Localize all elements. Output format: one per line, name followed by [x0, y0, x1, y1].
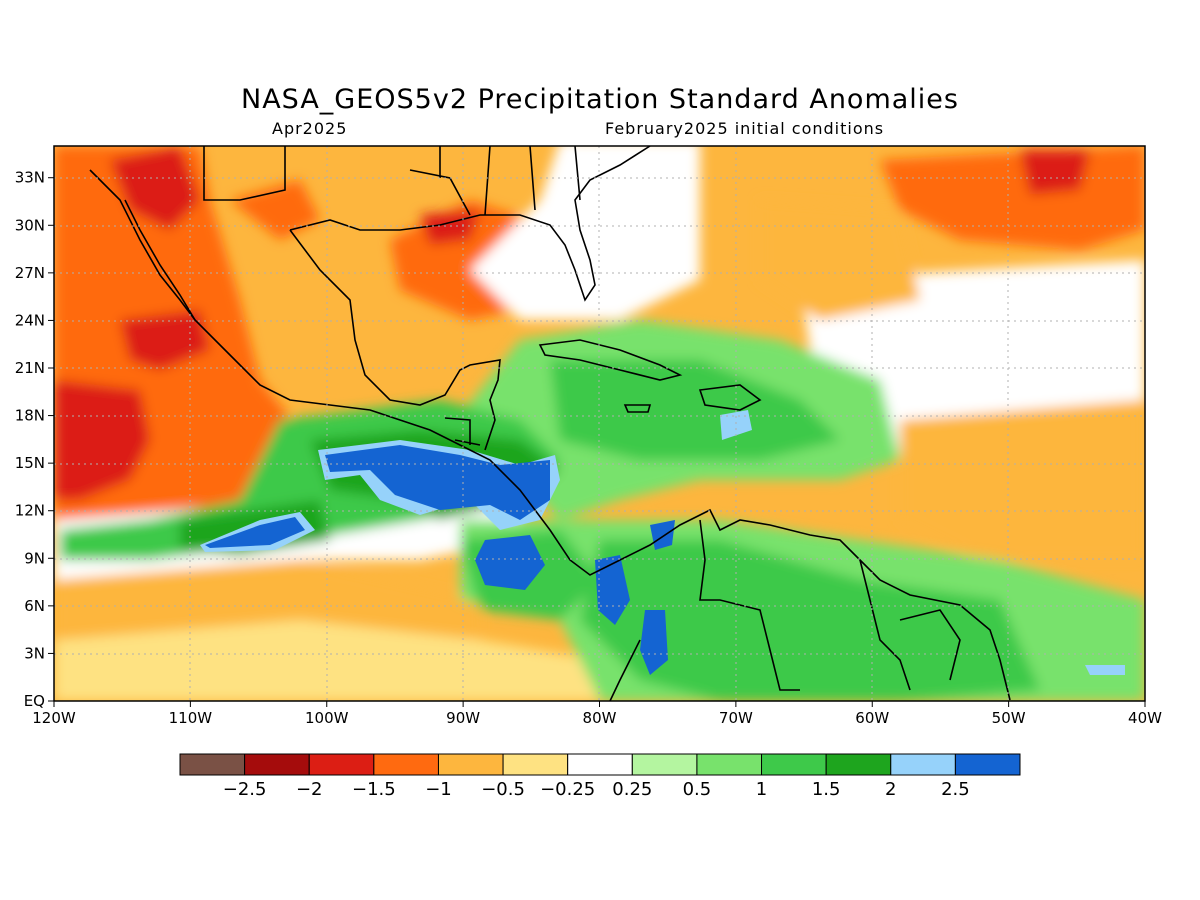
lat-tick-label: 15N: [15, 454, 45, 472]
lat-tick-label: 18N: [15, 407, 45, 425]
colorbar-swatch: [308, 753, 375, 776]
lat-tick-label: 3N: [24, 644, 45, 662]
lat-tick-label: 24N: [15, 311, 45, 329]
lat-tick-label: 6N: [24, 597, 45, 615]
colorbar-swatch: [696, 753, 763, 776]
colorbar-swatch: [373, 753, 439, 776]
pacific-coast-mexico-ca: [89, 169, 621, 576]
lon-tick-label: 50W: [992, 709, 1026, 727]
anomaly-field: [54, 146, 1145, 701]
lon-tick-label: 100W: [305, 709, 349, 727]
colorbar: [179, 753, 1021, 776]
very-dry-baja: [110, 146, 200, 230]
caribbean-very-wet: [550, 360, 840, 460]
hispaniola: [698, 384, 762, 411]
colorbar-swatch: [437, 753, 504, 776]
colorbar-label: −1.5: [352, 779, 396, 800]
lat-tick-label: 12N: [15, 502, 45, 520]
baja-peninsula: [124, 199, 196, 321]
colorbar-swatch: [567, 753, 633, 776]
colorbar-label: 0.5: [683, 779, 712, 800]
colorbar-label: −2: [296, 779, 323, 800]
lat-tick-label: 30N: [15, 216, 45, 234]
atlantic-dry-east: [900, 400, 1145, 560]
us-mexico-border: [203, 146, 286, 201]
lat-tick-label: 21N: [15, 359, 45, 377]
colorbar-swatch: [825, 753, 892, 776]
cuba: [538, 339, 683, 381]
lat-tick-label: 27N: [15, 264, 45, 282]
very-dry-west: [54, 380, 150, 500]
south-america-north-coast: [619, 508, 1011, 701]
latitude-axis: EQ 3N 6N 9N 12N 15N 18N 21N 24N 27N 30N 33N: [15, 169, 54, 710]
south-america-very-wet: [580, 540, 1040, 701]
dry-north-mexico: [230, 180, 320, 240]
colorbar-label: −1: [425, 779, 452, 800]
gulf-coast-mexico: [289, 229, 501, 451]
lon-tick-label: 60W: [855, 709, 889, 727]
atlantic-very-dry: [1020, 150, 1090, 195]
lon-tick-label: 80W: [583, 709, 617, 727]
central-america-borders: [444, 417, 481, 446]
gridlines: [54, 146, 1145, 701]
gulf-coast-us: [289, 145, 651, 302]
colorbar-label: 2: [885, 779, 896, 800]
colorbar-swatch: [890, 753, 956, 776]
map-title: NASA_GEOS5v2 Precipitation Standard Anom…: [241, 84, 959, 115]
longitude-axis: 120W 110W 100W 90W 80W 70W 60W 50W 40W: [32, 701, 1162, 727]
colorbar-label: −0.5: [481, 779, 525, 800]
atlantic-dry-mid: [760, 200, 920, 320]
lon-tick-label: 110W: [169, 709, 213, 727]
colorbar-label: 1: [756, 779, 767, 800]
lat-tick-label: 9N: [24, 549, 45, 567]
lon-tick-label: 40W: [1128, 709, 1162, 727]
colorbar-label: 1.5: [812, 779, 841, 800]
colombia-venezuela-border: [699, 519, 800, 691]
initial-conditions-label: February2025 initial conditions: [605, 119, 885, 138]
colorbar-swatch: [502, 753, 569, 776]
colorbar-swatch: [761, 753, 827, 776]
lon-tick-label: 90W: [446, 709, 480, 727]
colorbar-label: 0.25: [612, 779, 652, 800]
lat-tick-label: 33N: [15, 169, 45, 187]
colorbar-label: −2.5: [223, 779, 267, 800]
colorbar-label: −0.25: [540, 779, 595, 800]
colorbar-label: 2.5: [941, 779, 970, 800]
colorbar-swatch: [179, 753, 246, 776]
colorbar-swatch: [954, 753, 1021, 776]
lat-tick-label: EQ: [24, 692, 45, 710]
south-pacific-dry: [54, 560, 480, 640]
very-dry-mexico: [120, 310, 210, 370]
colorbar-swatch: [244, 753, 310, 776]
suriname-border: [899, 609, 961, 681]
guyana-border: [859, 559, 911, 691]
colorbar-swatch: [631, 753, 698, 776]
forecast-month: Apr2025: [272, 119, 348, 138]
neutral-florida: [470, 146, 700, 320]
jamaica: [623, 404, 652, 413]
lon-tick-label: 70W: [719, 709, 753, 727]
pacific-coast-south-america: [609, 639, 641, 702]
colorbar-labels: −2.5 −2 −1.5 −1 −0.5 −0.25 0.25 0.5 1 1.5 2 2.5: [223, 779, 970, 800]
lon-tick-label: 120W: [32, 709, 76, 727]
